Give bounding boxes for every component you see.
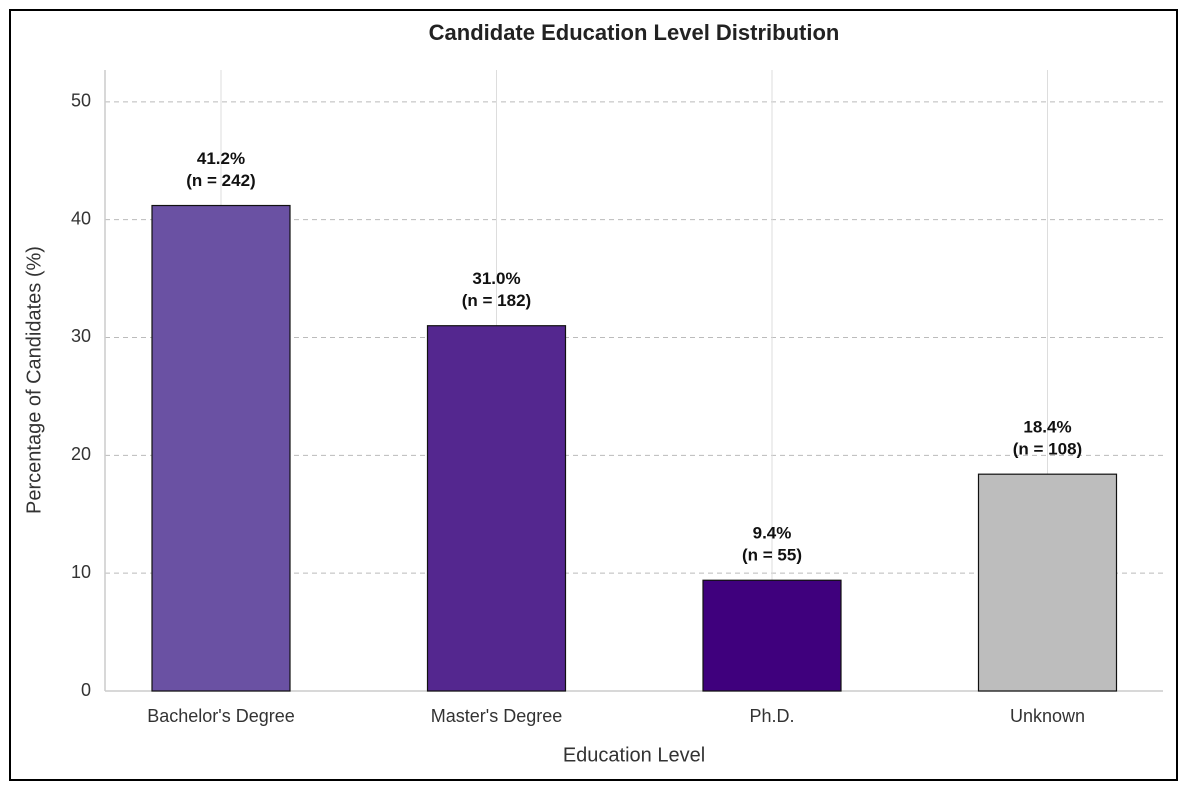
chart-title: Candidate Education Level Distribution bbox=[429, 20, 840, 45]
data-label: (n = 55) bbox=[742, 546, 802, 565]
data-label: (n = 182) bbox=[462, 291, 531, 310]
y-tick-label: 0 bbox=[81, 680, 91, 700]
data-label: (n = 242) bbox=[186, 171, 255, 190]
y-tick-label: 20 bbox=[71, 444, 91, 464]
x-tick-label: Unknown bbox=[1010, 706, 1085, 726]
y-axis-label: Percentage of Candidates (%) bbox=[23, 246, 45, 514]
bar bbox=[151, 204, 291, 692]
data-label: 31.0% bbox=[472, 269, 520, 288]
y-tick-label: 10 bbox=[71, 562, 91, 582]
x-tick-label: Master's Degree bbox=[431, 706, 562, 726]
data-label: 9.4% bbox=[753, 524, 792, 543]
y-tick-label: 50 bbox=[71, 91, 91, 111]
y-tick-label: 40 bbox=[71, 208, 91, 228]
x-axis-label: Education Level bbox=[563, 744, 705, 766]
bar bbox=[702, 579, 842, 692]
data-label: (n = 108) bbox=[1013, 440, 1082, 459]
data-label: 41.2% bbox=[197, 149, 245, 168]
x-tick-label: Ph.D. bbox=[749, 706, 794, 726]
data-label: 18.4% bbox=[1023, 418, 1071, 437]
y-tick-label: 30 bbox=[71, 326, 91, 346]
x-tick-label: Bachelor's Degree bbox=[147, 706, 295, 726]
bar bbox=[426, 325, 567, 692]
bar bbox=[977, 473, 1118, 692]
